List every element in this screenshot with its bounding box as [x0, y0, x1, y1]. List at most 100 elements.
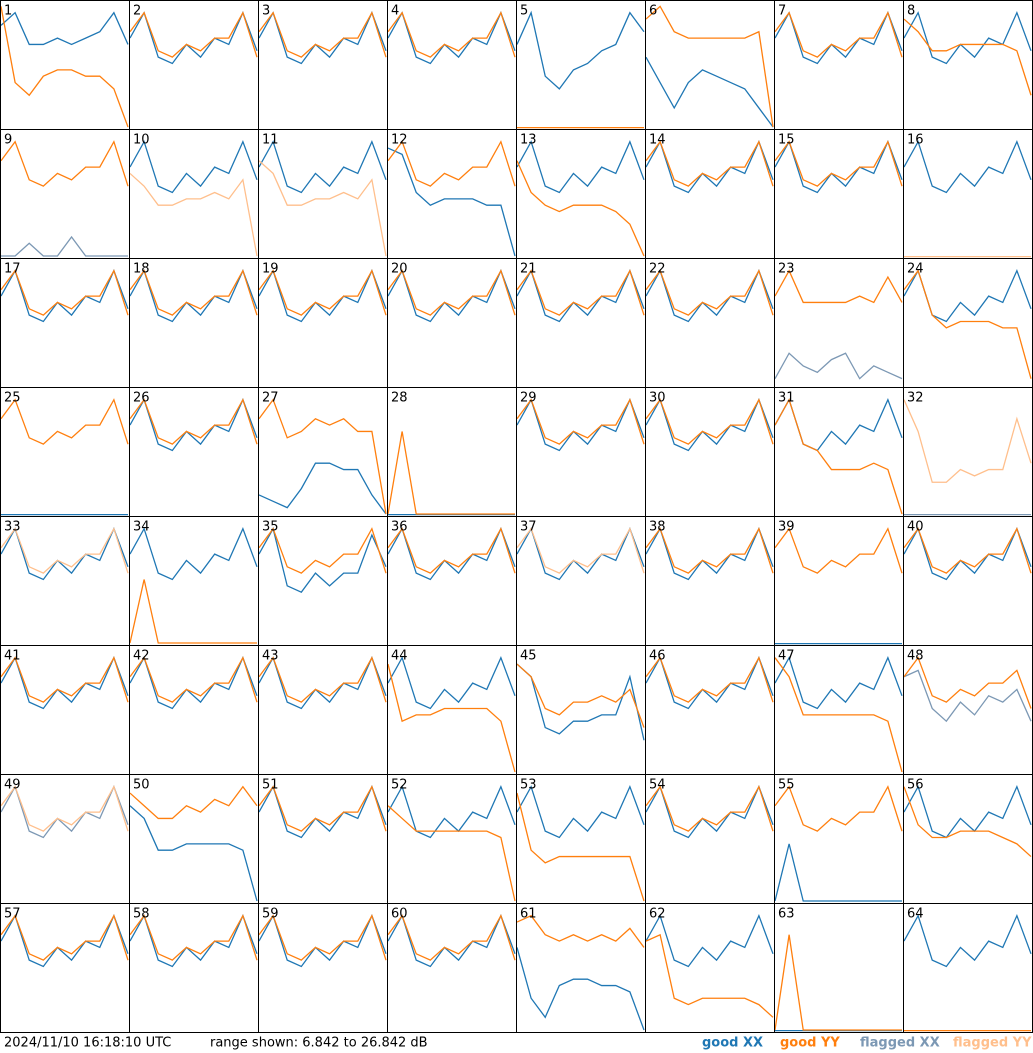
range-text: range shown: 6.842 to 26.842 dB: [210, 1036, 428, 1051]
yy-spectrum: [129, 269, 258, 316]
yy-spectrum: [774, 527, 903, 574]
panel-label: 52: [391, 778, 408, 793]
panel-label: 21: [520, 262, 537, 277]
panel-label: 5: [520, 4, 528, 19]
yy-spectrum: [0, 656, 129, 703]
panel-label: 41: [4, 649, 21, 664]
xx-spectrum: [129, 139, 258, 194]
xx-spectrum: [645, 655, 774, 710]
panel-label: 45: [520, 649, 537, 664]
xx-spectrum: [0, 655, 129, 710]
xx-spectrum: [129, 913, 258, 968]
xx-spectrum: [387, 10, 516, 65]
yy-spectrum: [516, 269, 645, 316]
panel-label: 58: [133, 907, 150, 922]
xx-spectrum: [387, 526, 516, 581]
panel-frame: [903, 387, 1033, 517]
panel-frame: [387, 387, 517, 517]
xx-spectrum: [903, 669, 1032, 723]
panel-label: 55: [778, 778, 795, 793]
xx-spectrum: [258, 139, 387, 194]
panel-label: 31: [778, 391, 795, 406]
yy-spectrum: [129, 172, 258, 257]
xx-spectrum: [129, 10, 258, 65]
yy-spectrum: [645, 140, 774, 187]
yy-spectrum: [0, 398, 129, 445]
yy-spectrum: [258, 656, 387, 703]
panel-label: 57: [4, 907, 21, 922]
yy-spectrum: [387, 914, 516, 961]
yy-spectrum: [903, 656, 1032, 709]
panel-frame: [903, 645, 1033, 775]
xx-spectrum: [645, 913, 774, 968]
panel-label: 2: [133, 4, 141, 19]
yy-spectrum: [774, 140, 903, 187]
panel-label: 17: [4, 262, 21, 277]
panel-label: 46: [649, 649, 666, 664]
panel-label: 27: [262, 391, 279, 406]
yy-spectrum: [774, 11, 903, 58]
xx-spectrum: [129, 526, 258, 581]
panel-label: 39: [778, 520, 795, 535]
panel-label: 53: [520, 778, 537, 793]
yy-spectrum: [129, 656, 258, 703]
legend-entry: flagged YY: [953, 1036, 1032, 1051]
panel-label: 18: [133, 262, 150, 277]
panel-label: 22: [649, 262, 666, 277]
panel-label: 34: [133, 520, 150, 535]
yy-spectrum: [774, 934, 902, 1031]
xx-spectrum: [903, 784, 1032, 839]
panel-label: 50: [133, 778, 150, 793]
xx-spectrum: [258, 10, 387, 65]
yy-spectrum: [645, 269, 774, 316]
yy-spectrum: [387, 805, 516, 902]
xx-spectrum: [645, 526, 774, 581]
panel-label: 4: [391, 4, 399, 19]
yy-spectrum: [903, 269, 1032, 379]
yy-spectrum: [258, 785, 387, 832]
panel-label: 30: [649, 391, 666, 406]
panel-label: 8: [907, 4, 915, 19]
panel-label: 38: [649, 520, 666, 535]
xx-spectrum: [0, 913, 129, 968]
panel-label: 48: [907, 649, 924, 664]
panel-label: 3: [262, 4, 270, 19]
panel-label: 51: [262, 778, 279, 793]
xx-spectrum: [774, 397, 903, 452]
panel-label: 29: [520, 391, 537, 406]
xx-spectrum: [516, 268, 645, 323]
yy-spectrum: [0, 527, 129, 574]
xx-spectrum: [774, 843, 902, 902]
xx-spectrum: [774, 10, 903, 65]
panel-label: 43: [262, 649, 279, 664]
panel-label: 11: [262, 133, 279, 148]
yy-spectrum: [516, 914, 645, 948]
panel-label: 32: [907, 391, 924, 406]
xx-spectrum: [516, 10, 645, 90]
yy-spectrum: [645, 527, 774, 574]
panel-frame: [0, 0, 130, 130]
xx-spectrum: [387, 784, 516, 839]
yy-spectrum: [129, 398, 258, 445]
xx-spectrum: [258, 913, 387, 968]
yy-spectrum: [516, 792, 645, 902]
yy-spectrum: [516, 160, 645, 257]
panel-label: 61: [520, 907, 537, 922]
yy-spectrum: [0, 914, 129, 961]
xx-spectrum: [645, 784, 774, 839]
xx-spectrum: [129, 268, 258, 323]
panel-label: 36: [391, 520, 408, 535]
xx-spectrum: [516, 784, 645, 839]
yy-spectrum: [129, 579, 257, 644]
panel-label: 56: [907, 778, 924, 793]
yy-spectrum: [0, 785, 129, 832]
yy-spectrum: [516, 527, 645, 574]
yy-spectrum: [645, 398, 774, 445]
legend-entry: flagged XX: [860, 1036, 940, 1051]
panel-label: 63: [778, 907, 795, 922]
xx-spectrum: [258, 268, 387, 323]
yy-spectrum: [387, 269, 516, 316]
xx-spectrum: [387, 655, 516, 710]
xx-spectrum: [0, 526, 129, 581]
panel-label: 10: [133, 133, 150, 148]
